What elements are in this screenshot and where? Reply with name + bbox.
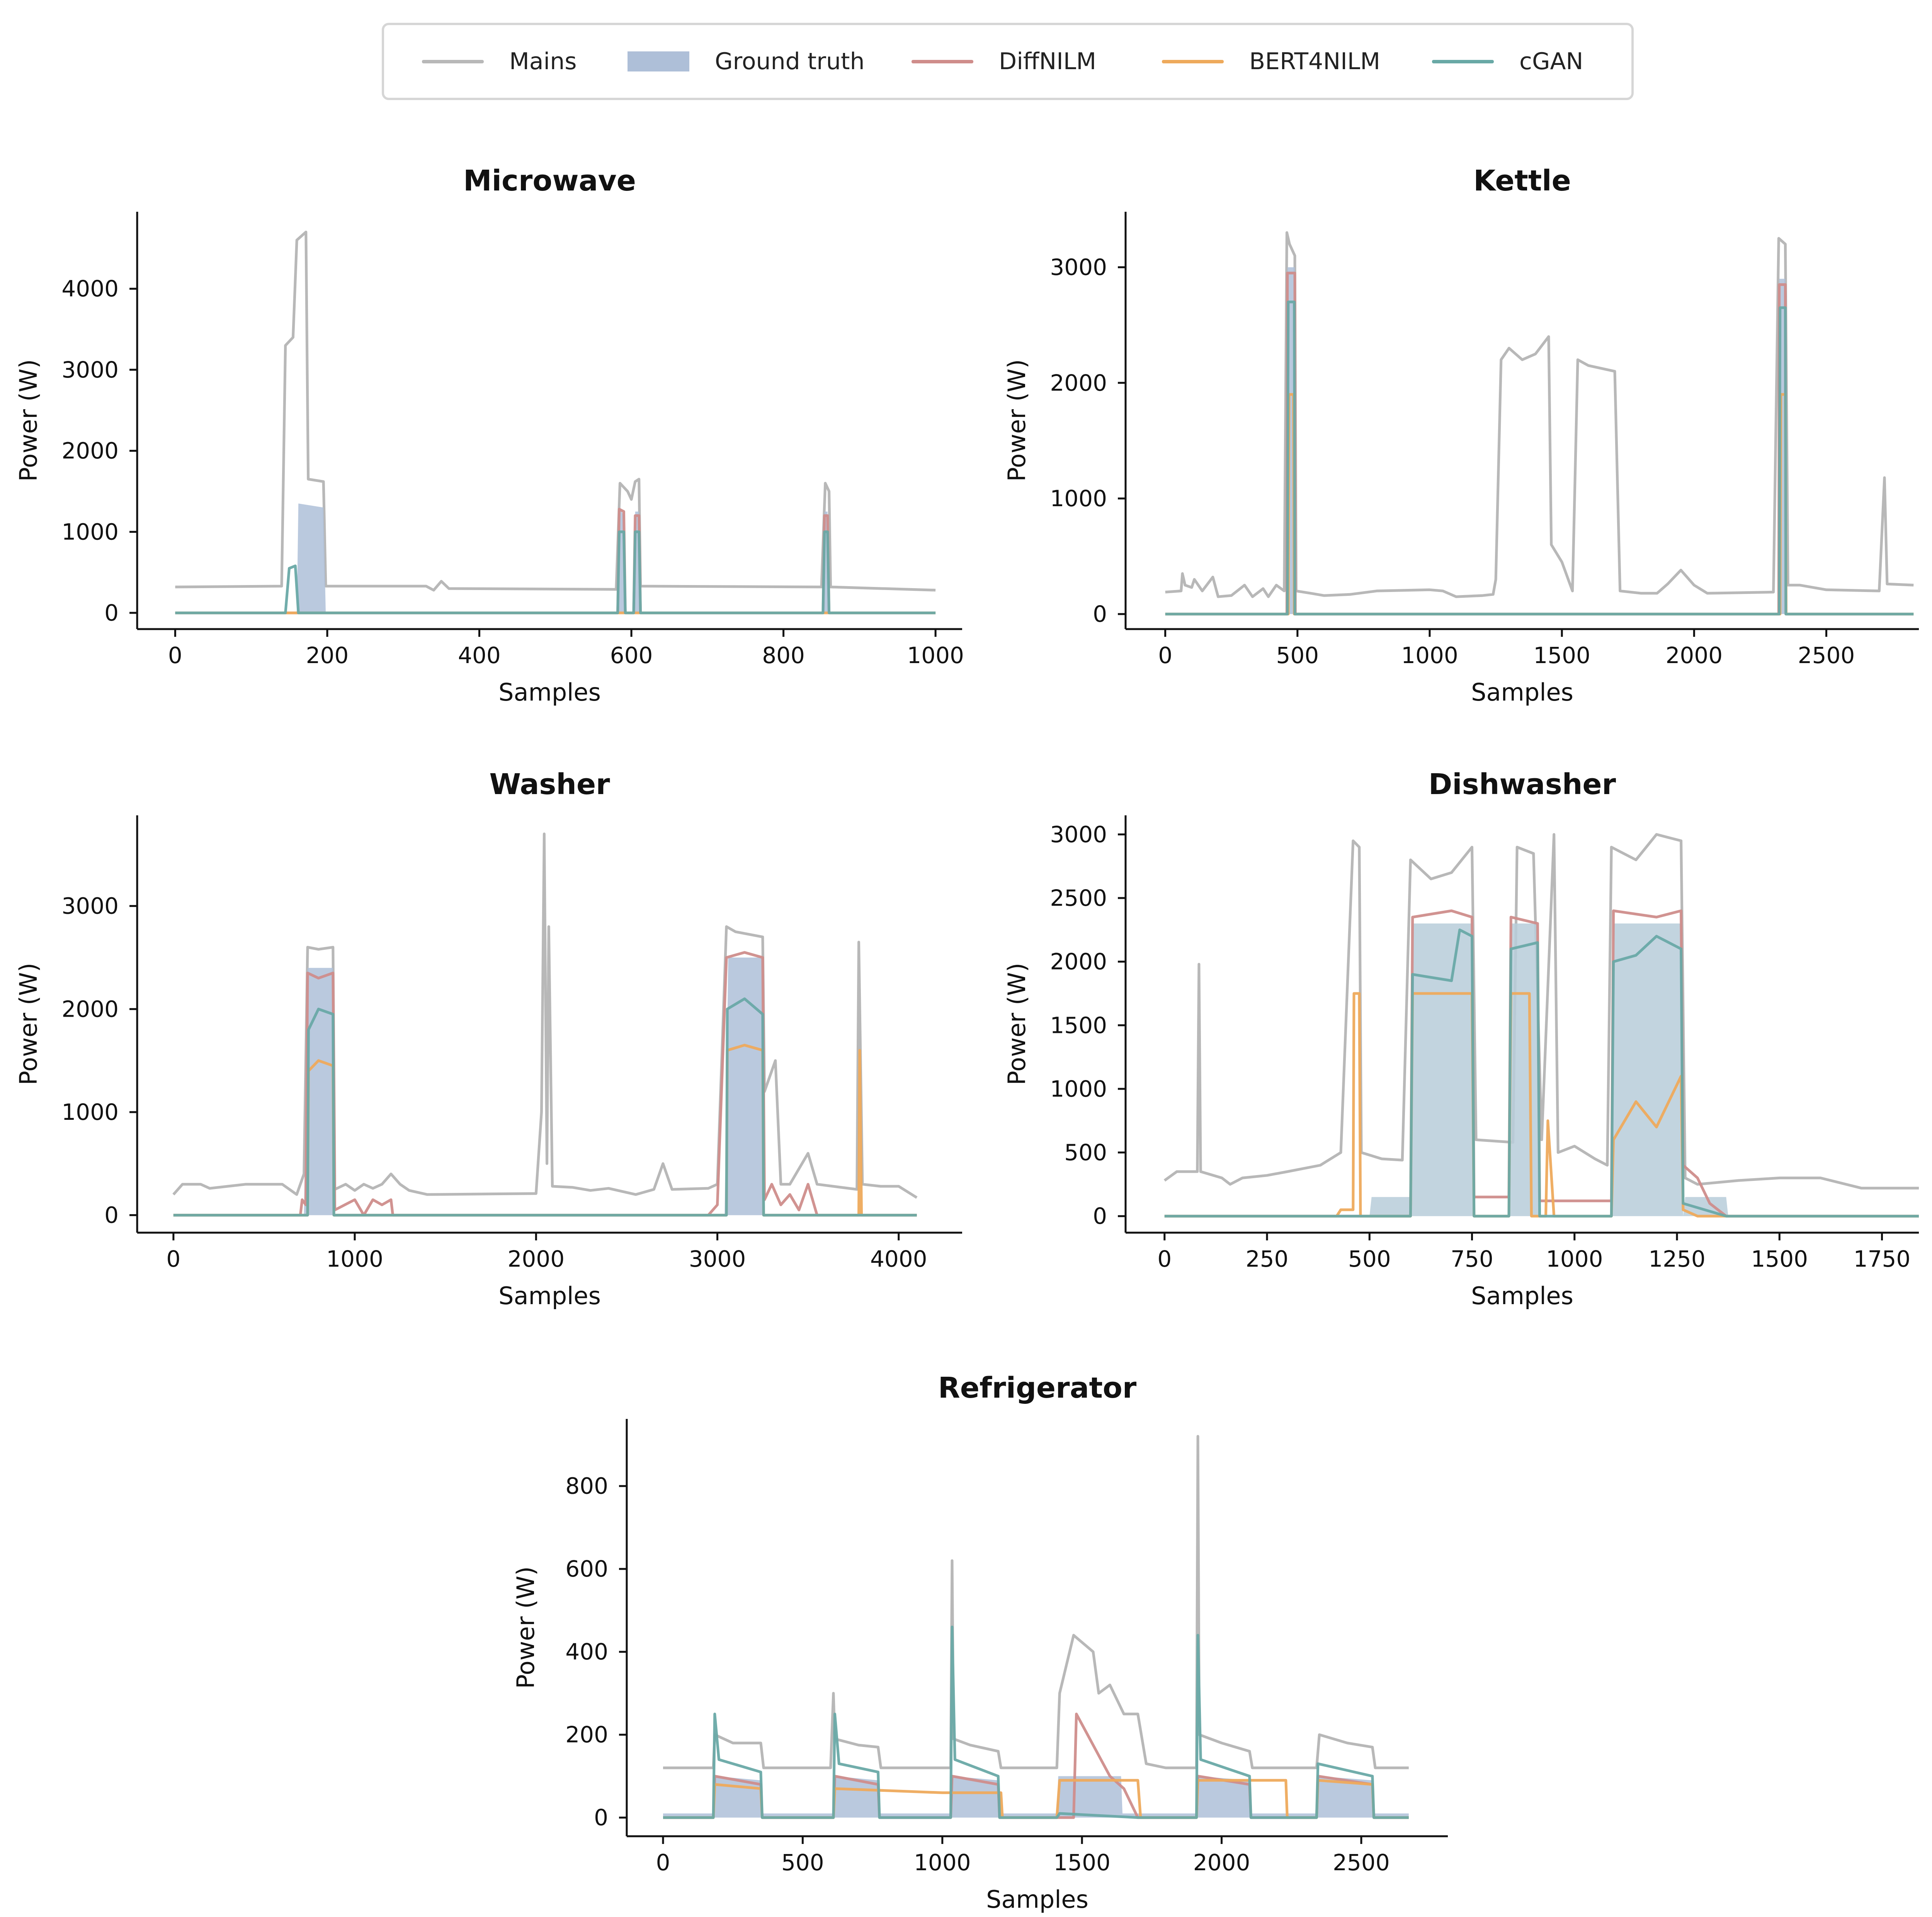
refrigerator-y-tick-label: 600	[565, 1556, 608, 1582]
washer-y-tick-label: 1000	[61, 1099, 119, 1125]
dishwasher-x-tick-label: 1500	[1751, 1246, 1808, 1272]
dishwasher-series-diffnilm	[1165, 911, 1919, 1216]
dishwasher-y-tick-label: 3000	[1050, 821, 1107, 847]
washer-title: Washer	[489, 768, 610, 801]
dishwasher-y-tick-label: 2500	[1050, 885, 1107, 911]
washer-x-axis-label: Samples	[498, 1282, 601, 1310]
washer-x-tick-label: 3000	[689, 1246, 746, 1272]
washer-y-tick-label: 0	[104, 1202, 119, 1228]
microwave-title: Microwave	[463, 164, 636, 197]
microwave-x-tick-label: 600	[610, 642, 653, 668]
kettle-series-mains	[1165, 233, 1914, 597]
dishwasher-x-tick-label: 750	[1451, 1246, 1493, 1272]
kettle-series-bert4nilm	[1165, 395, 1914, 614]
dishwasher-x-tick-label: 0	[1157, 1246, 1172, 1272]
dishwasher-y-tick-label: 500	[1064, 1140, 1107, 1166]
microwave-x-tick-label: 200	[306, 642, 349, 668]
kettle-x-tick-label: 500	[1276, 642, 1319, 668]
dishwasher-y-axis-label: Power (W)	[1003, 963, 1031, 1085]
kettle-x-tick-label: 2500	[1798, 642, 1855, 668]
refrigerator-y-tick-label: 800	[565, 1473, 608, 1499]
refrigerator-x-tick-label: 2500	[1333, 1849, 1390, 1876]
microwave-y-tick-label: 4000	[61, 276, 119, 302]
dishwasher-x-tick-label: 250	[1246, 1246, 1289, 1272]
washer-x-tick-label: 1000	[326, 1246, 383, 1272]
refrigerator-y-tick-label: 0	[594, 1805, 608, 1831]
refrigerator-y-tick-label: 200	[565, 1721, 608, 1748]
microwave-series-mains	[175, 232, 935, 590]
dishwasher-series-mains	[1165, 834, 1919, 1188]
kettle-y-axis-label: Power (W)	[1003, 359, 1031, 482]
microwave-x-tick-label: 800	[762, 642, 805, 668]
kettle-x-tick-label: 1500	[1533, 642, 1590, 668]
dishwasher-y-tick-label: 1500	[1050, 1012, 1107, 1038]
washer-x-tick-label: 2000	[508, 1246, 565, 1272]
microwave-y-tick-label: 1000	[61, 519, 119, 545]
microwave-x-tick-label: 400	[458, 642, 501, 668]
kettle-y-tick-label: 2000	[1050, 370, 1107, 396]
refrigerator-x-tick-label: 500	[781, 1849, 824, 1876]
kettle-title: Kettle	[1473, 164, 1571, 197]
refrigerator-y-tick-label: 400	[565, 1639, 608, 1665]
kettle-x-tick-label: 2000	[1666, 642, 1723, 668]
dishwasher-x-tick-label: 1000	[1546, 1246, 1603, 1272]
refrigerator-series-diffnilm	[663, 1714, 1409, 1818]
kettle-series-ground-truth	[1165, 267, 1914, 614]
refrigerator-x-tick-label: 1000	[914, 1849, 971, 1876]
microwave-x-axis-label: Samples	[498, 678, 601, 706]
refrigerator-series-ground-truth	[663, 1776, 1409, 1818]
dishwasher-x-tick-label: 1250	[1648, 1246, 1706, 1272]
dishwasher-x-tick-label: 1750	[1854, 1246, 1911, 1272]
dishwasher-x-tick-label: 500	[1348, 1246, 1391, 1272]
microwave-x-tick-label: 0	[168, 642, 182, 668]
microwave-y-tick-label: 3000	[61, 357, 119, 383]
microwave-y-axis-label: Power (W)	[14, 359, 43, 482]
washer-x-tick-label: 0	[166, 1246, 180, 1272]
charts-canvas: Microwave0 200 400 600 800 100001000200030004…	[0, 0, 1932, 1917]
washer-y-axis-label: Power (W)	[14, 963, 43, 1085]
refrigerator-x-axis-label: Samples	[986, 1885, 1088, 1914]
microwave-x-tick-label: 1000	[907, 642, 964, 668]
dishwasher-y-tick-label: 1000	[1050, 1076, 1107, 1102]
refrigerator-series-bert4nilm	[663, 1780, 1409, 1818]
refrigerator-x-tick-label: 1500	[1053, 1849, 1111, 1876]
kettle-y-tick-label: 3000	[1050, 254, 1107, 281]
washer-y-tick-label: 3000	[61, 893, 119, 919]
dishwasher-title: Dishwasher	[1429, 768, 1616, 801]
refrigerator-series-cgan	[663, 1627, 1409, 1817]
microwave-y-tick-label: 0	[104, 600, 119, 626]
washer-series-mains	[173, 834, 917, 1197]
refrigerator-title: Refrigerator	[938, 1371, 1137, 1405]
kettle-x-tick-label: 0	[1158, 642, 1172, 668]
microwave-y-tick-label: 2000	[61, 438, 119, 464]
refrigerator-y-axis-label: Power (W)	[512, 1567, 540, 1689]
kettle-y-tick-label: 0	[1093, 601, 1107, 627]
refrigerator-x-tick-label: 0	[656, 1849, 670, 1876]
kettle-series-diffnilm	[1165, 273, 1914, 614]
refrigerator-x-tick-label: 2000	[1193, 1849, 1250, 1876]
kettle-y-tick-label: 1000	[1050, 485, 1107, 512]
dishwasher-x-axis-label: Samples	[1471, 1282, 1573, 1310]
washer-x-tick-label: 4000	[870, 1246, 927, 1272]
dishwasher-y-tick-label: 2000	[1050, 949, 1107, 975]
washer-y-tick-label: 2000	[61, 996, 119, 1022]
kettle-x-tick-label: 1000	[1401, 642, 1458, 668]
dishwasher-y-tick-label: 0	[1093, 1203, 1107, 1229]
refrigerator-series-mains	[663, 1436, 1409, 1768]
kettle-x-axis-label: Samples	[1471, 678, 1573, 706]
